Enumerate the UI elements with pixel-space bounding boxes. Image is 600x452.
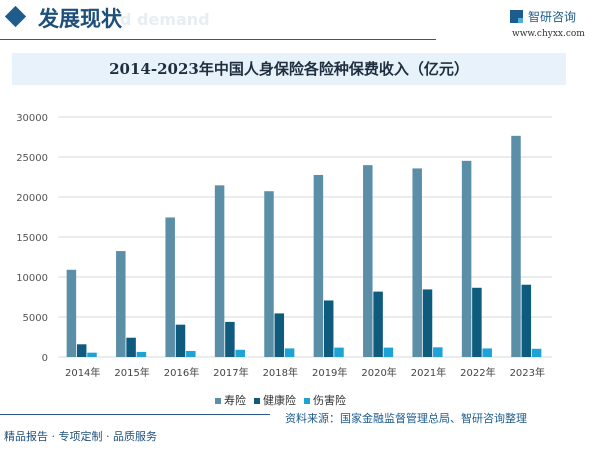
bar-accident bbox=[87, 352, 97, 357]
bar-health bbox=[521, 284, 532, 357]
bar-accident bbox=[383, 347, 394, 357]
x-tick-label: 2016年 bbox=[164, 366, 199, 379]
y-tick-label: 0 bbox=[42, 353, 48, 364]
legend-swatch bbox=[254, 398, 260, 404]
header-watermark: d demand bbox=[120, 10, 210, 29]
x-tick-label: 2022年 bbox=[460, 366, 495, 379]
bar-health bbox=[422, 289, 433, 357]
x-tick-label: 2017年 bbox=[213, 366, 248, 379]
bar-accident bbox=[531, 348, 542, 357]
logo-icon bbox=[510, 10, 523, 23]
bar-health bbox=[76, 344, 87, 357]
bar-health bbox=[126, 337, 136, 357]
logo-url: www.chyxx.com bbox=[512, 29, 585, 39]
source-note: 资料来源：国家金融监督管理总局、智研咨询整理 bbox=[285, 412, 527, 425]
y-tick-label: 20000 bbox=[16, 193, 48, 204]
bar-life bbox=[165, 217, 175, 357]
bar-accident bbox=[334, 347, 344, 357]
legend-swatch bbox=[304, 398, 310, 404]
legend-item-life: 寿险 bbox=[215, 392, 246, 408]
x-tick-label: 2020年 bbox=[361, 366, 396, 379]
x-tick-label: 2015年 bbox=[114, 366, 149, 379]
bar-accident bbox=[433, 347, 443, 357]
legend-swatch bbox=[215, 398, 221, 404]
bar-accident bbox=[235, 349, 245, 357]
y-tick-label: 15000 bbox=[16, 233, 48, 244]
x-tick-label: 2023年 bbox=[510, 366, 545, 379]
bar-health bbox=[472, 287, 482, 357]
bar-life bbox=[116, 251, 126, 357]
legend-label: 伤害险 bbox=[313, 394, 346, 407]
footer-divider bbox=[0, 414, 270, 415]
header-divider bbox=[0, 39, 436, 40]
bar-health bbox=[175, 324, 186, 357]
bar-health bbox=[225, 321, 235, 357]
bar-life bbox=[214, 185, 225, 357]
y-tick-label: 10000 bbox=[16, 273, 48, 284]
section-title: 发展现状 bbox=[38, 6, 122, 31]
bar-health bbox=[274, 313, 285, 357]
x-tick-label: 2021年 bbox=[411, 366, 446, 379]
y-tick-label: 25000 bbox=[16, 153, 48, 164]
bar-life bbox=[461, 160, 472, 357]
brand-logo: 智研咨询 bbox=[510, 8, 576, 25]
x-tick-label: 2014年 bbox=[65, 366, 100, 379]
slogan: 精品报告 · 专项定制 · 品质服务 bbox=[4, 430, 157, 443]
bar-life bbox=[412, 168, 422, 357]
legend-label: 健康险 bbox=[263, 394, 296, 407]
legend-item-health: 健康险 bbox=[254, 392, 296, 408]
bar-life bbox=[313, 174, 324, 357]
bar-health bbox=[373, 291, 383, 357]
bar-accident bbox=[482, 348, 492, 357]
bar-life bbox=[363, 165, 373, 357]
logo-name: 智研咨询 bbox=[528, 10, 577, 24]
chart-title: 2014-2023年中国人身保险各险种保费收入（亿元） bbox=[12, 53, 566, 85]
x-tick-label: 2019年 bbox=[312, 366, 347, 379]
bar-accident bbox=[186, 351, 196, 357]
bar-life bbox=[66, 269, 77, 357]
y-tick-label: 5000 bbox=[23, 313, 48, 324]
bar-life bbox=[264, 191, 274, 357]
legend-item-accident: 伤害险 bbox=[304, 392, 346, 408]
y-tick-label: 30000 bbox=[16, 113, 48, 124]
bar-health bbox=[323, 300, 334, 357]
x-tick-label: 2018年 bbox=[263, 366, 298, 379]
legend-label: 寿险 bbox=[224, 394, 246, 407]
bar-life bbox=[511, 135, 521, 357]
chart-legend: 寿险 健康险 伤害险 bbox=[215, 392, 346, 408]
bar-accident bbox=[284, 348, 295, 357]
bar-accident bbox=[136, 351, 147, 357]
